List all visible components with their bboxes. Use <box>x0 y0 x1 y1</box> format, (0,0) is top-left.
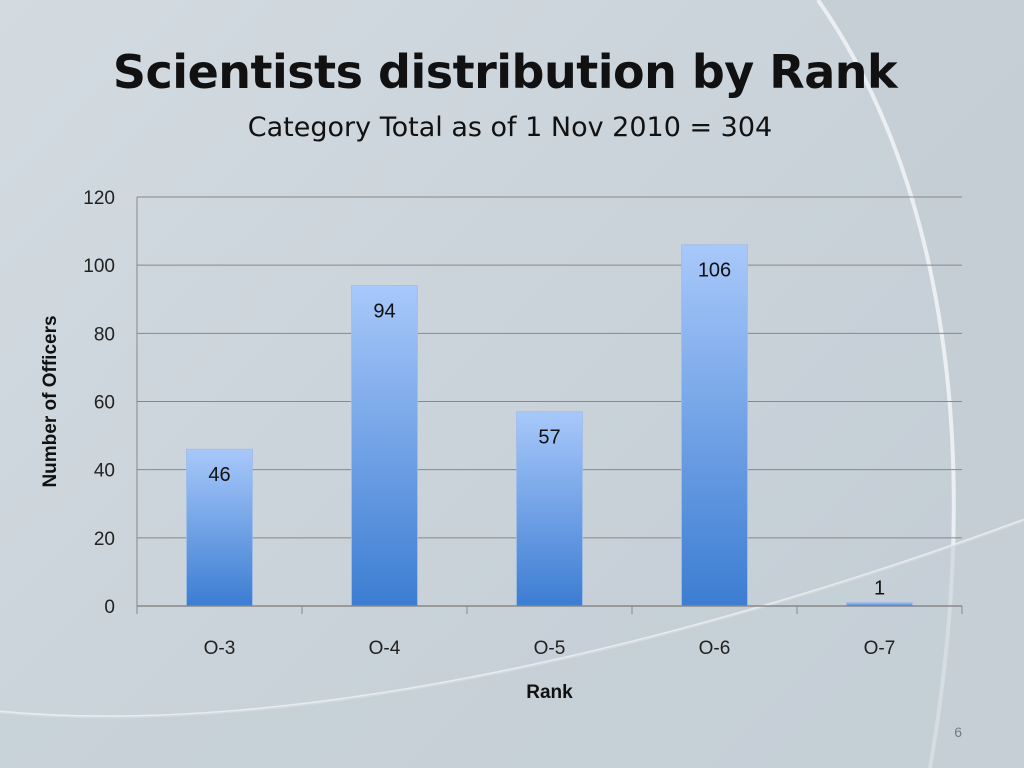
y-tick-label: 100 <box>83 256 115 277</box>
y-tick-label: 60 <box>94 393 115 414</box>
x-tick-label: O-4 <box>369 638 401 659</box>
y-tick-label: 20 <box>94 529 115 550</box>
slide-subtitle: Category Total as of 1 Nov 2010 = 304 <box>247 112 773 143</box>
y-tick-label: 120 <box>83 188 115 209</box>
x-axis-ticks: O-3 O-4 O-5 O-6 O-7 <box>204 638 896 659</box>
data-label: 1 <box>874 578 885 600</box>
page-number: 6 <box>954 724 962 740</box>
x-tick-label: O-5 <box>534 638 566 659</box>
x-tick-label: O-3 <box>204 638 236 659</box>
y-tick-label: 80 <box>94 324 115 345</box>
bar-o-6 <box>681 244 748 607</box>
x-axis <box>136 197 963 614</box>
bar-o-4 <box>351 285 418 607</box>
data-label: 46 <box>208 464 230 486</box>
x-tick-label: O-6 <box>699 638 731 659</box>
y-tick-label: 0 <box>104 597 115 618</box>
slide-title: Scientists distribution by Rank <box>112 45 898 99</box>
data-labels: 46 94 57 106 1 <box>208 260 885 600</box>
data-label: 106 <box>698 260 731 282</box>
bar-o-3 <box>186 448 253 607</box>
y-tick-label: 40 <box>94 461 115 482</box>
data-label: 94 <box>373 301 395 323</box>
y-axis-ticks: 0 20 40 60 80 100 120 <box>83 188 115 618</box>
bars <box>186 244 913 607</box>
x-axis-title: Rank <box>526 682 573 703</box>
x-tick-label: O-7 <box>864 638 896 659</box>
data-label: 57 <box>538 427 560 449</box>
y-axis-title: Number of Officers <box>40 315 61 487</box>
